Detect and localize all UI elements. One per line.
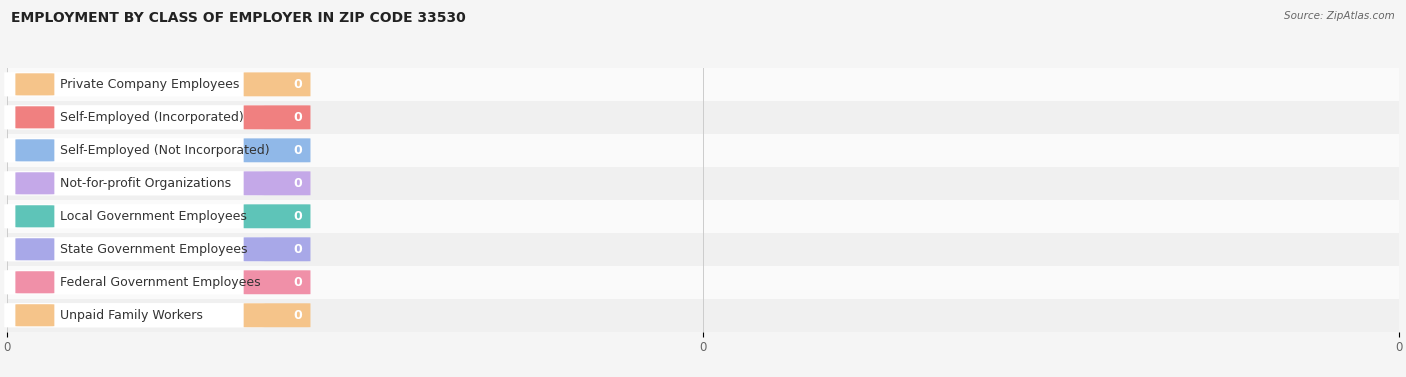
FancyBboxPatch shape (15, 238, 55, 261)
FancyBboxPatch shape (4, 105, 264, 130)
Bar (7, 68, 1399, 101)
Text: Private Company Employees: Private Company Employees (60, 78, 239, 91)
FancyBboxPatch shape (15, 271, 55, 293)
FancyBboxPatch shape (243, 270, 311, 294)
Text: 0: 0 (294, 276, 302, 289)
FancyBboxPatch shape (15, 139, 55, 161)
Text: 0: 0 (294, 177, 302, 190)
Text: 0: 0 (294, 309, 302, 322)
Bar (7, 266, 1399, 299)
Text: Self-Employed (Incorporated): Self-Employed (Incorporated) (60, 111, 243, 124)
Bar (7, 167, 1399, 200)
FancyBboxPatch shape (243, 171, 311, 195)
FancyBboxPatch shape (4, 303, 264, 328)
FancyBboxPatch shape (15, 106, 55, 129)
FancyBboxPatch shape (15, 205, 55, 227)
Text: 0: 0 (294, 210, 302, 223)
FancyBboxPatch shape (4, 237, 264, 262)
Text: Local Government Employees: Local Government Employees (60, 210, 247, 223)
Bar (7, 200, 1399, 233)
FancyBboxPatch shape (243, 105, 311, 129)
FancyBboxPatch shape (15, 304, 55, 326)
FancyBboxPatch shape (15, 73, 55, 95)
Text: 0: 0 (294, 144, 302, 157)
Bar (7, 299, 1399, 332)
FancyBboxPatch shape (243, 204, 311, 228)
Text: Not-for-profit Organizations: Not-for-profit Organizations (60, 177, 231, 190)
FancyBboxPatch shape (4, 204, 264, 228)
Text: 0: 0 (294, 111, 302, 124)
Bar (7, 134, 1399, 167)
Bar (7, 101, 1399, 134)
Text: EMPLOYMENT BY CLASS OF EMPLOYER IN ZIP CODE 33530: EMPLOYMENT BY CLASS OF EMPLOYER IN ZIP C… (11, 11, 465, 25)
FancyBboxPatch shape (243, 138, 311, 162)
FancyBboxPatch shape (4, 72, 264, 97)
FancyBboxPatch shape (243, 303, 311, 327)
Text: 0: 0 (294, 78, 302, 91)
Text: Source: ZipAtlas.com: Source: ZipAtlas.com (1284, 11, 1395, 21)
Text: Federal Government Employees: Federal Government Employees (60, 276, 260, 289)
Text: State Government Employees: State Government Employees (60, 243, 247, 256)
Text: 0: 0 (294, 243, 302, 256)
FancyBboxPatch shape (15, 172, 55, 195)
FancyBboxPatch shape (243, 72, 311, 97)
Text: Unpaid Family Workers: Unpaid Family Workers (60, 309, 202, 322)
Text: Self-Employed (Not Incorporated): Self-Employed (Not Incorporated) (60, 144, 270, 157)
FancyBboxPatch shape (4, 138, 264, 162)
FancyBboxPatch shape (243, 237, 311, 261)
FancyBboxPatch shape (4, 270, 264, 294)
FancyBboxPatch shape (4, 171, 264, 196)
Bar (7, 233, 1399, 266)
